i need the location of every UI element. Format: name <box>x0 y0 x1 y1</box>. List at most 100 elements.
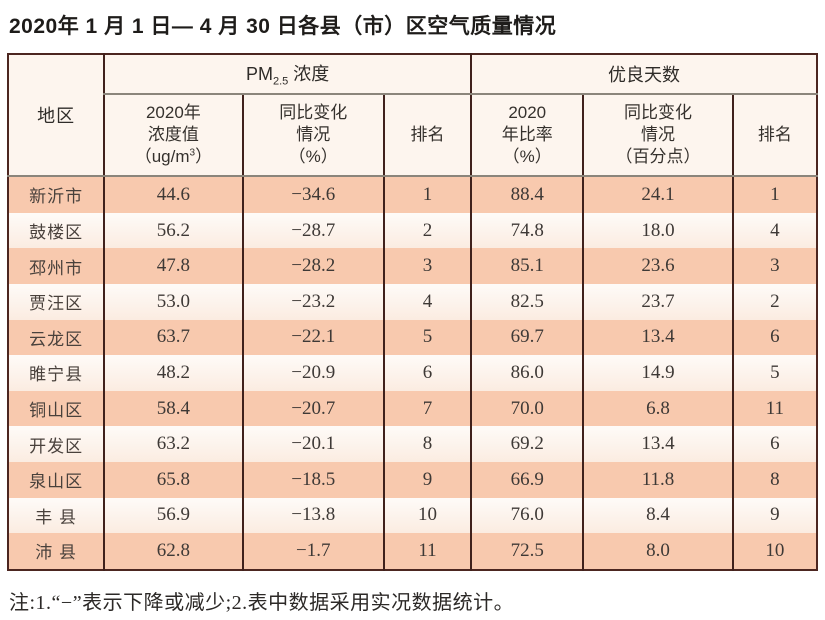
good-change-cell: 8.0 <box>582 533 733 570</box>
good-rank-cell: 3 <box>731 248 817 284</box>
pm-value-cell: 47.8 <box>103 248 243 284</box>
good-rank-cell: 11 <box>731 390 817 427</box>
good-change-cell: 13.4 <box>582 426 733 462</box>
pm-change-cell: −23.2 <box>241 283 384 320</box>
good-ratio-cell: 69.7 <box>470 319 584 356</box>
region-cell: 鼓楼区 <box>8 212 105 249</box>
region-cell: 邳州市 <box>8 248 105 284</box>
header-line: 年比率 <box>501 125 553 145</box>
pm-rank-cell: 7 <box>382 390 472 427</box>
header-line: 情况 <box>296 125 331 145</box>
header-pm-value: 2020年 浓度值 （ug/m3） <box>103 94 243 178</box>
header-good-rank: 排名 <box>731 94 817 178</box>
header-pm-rank: 排名 <box>382 94 472 178</box>
header-line: （%） <box>288 147 338 167</box>
header-pm-change: 同比变化 情况 （%） <box>241 94 384 178</box>
pm-value-cell: 63.2 <box>103 426 243 462</box>
header-line: 同比变化 <box>279 103 348 123</box>
pm-rank-cell: 5 <box>382 319 472 356</box>
region-cell: 沛 县 <box>8 533 105 570</box>
good-rank-cell: 8 <box>731 461 817 498</box>
sub-header-row: 2020年 浓度值 （ug/m3） 同比变化 情况 （%） 排名 2020 年比… <box>8 94 817 178</box>
good-change-cell: 18.0 <box>582 212 733 249</box>
group-header-row: 地区 PM2.5 浓度 优良天数 <box>8 54 817 178</box>
pm-change-cell: −28.7 <box>241 212 384 249</box>
header-line: （百分点） <box>615 147 701 167</box>
header-group-good-days: 优良天数 <box>470 54 817 96</box>
good-rank-cell: 4 <box>731 212 817 249</box>
pm-rank-cell: 11 <box>382 533 472 570</box>
region-cell: 睢宁县 <box>8 355 105 391</box>
pm-rank-cell: 2 <box>382 212 472 249</box>
region-cell: 丰 县 <box>8 497 105 534</box>
pm-value-cell: 44.6 <box>103 176 243 213</box>
header-line: 情况 <box>641 125 676 145</box>
good-change-cell: 14.9 <box>582 355 733 391</box>
header-line: （ug/m3） <box>106 146 241 168</box>
good-ratio-cell: 66.9 <box>470 461 584 498</box>
good-rank-cell: 6 <box>731 319 817 356</box>
good-change-cell: 11.8 <box>582 461 733 498</box>
pm-change-cell: −20.7 <box>241 390 384 427</box>
good-ratio-cell: 69.2 <box>470 426 584 462</box>
pm-value-cell: 58.4 <box>103 390 243 427</box>
pm-value-cell: 65.8 <box>103 461 243 498</box>
header-line: 同比变化 <box>624 103 693 123</box>
good-change-cell: 8.4 <box>582 497 733 534</box>
pm-change-cell: −20.9 <box>241 355 384 391</box>
table-row: 沛 县 62.8 −1.7 11 72.5 8.0 10 <box>8 533 817 570</box>
pm-change-cell: −34.6 <box>241 176 384 213</box>
table-row: 贾汪区 53.0 −23.2 4 82.5 23.7 2 <box>8 283 817 320</box>
good-change-cell: 24.1 <box>582 176 733 213</box>
header-line: 2020 <box>508 103 547 123</box>
table-row: 新沂市 44.6 −34.6 1 88.4 24.1 1 <box>8 176 817 213</box>
pm-rank-cell: 6 <box>382 355 472 391</box>
pm-label-prefix: PM <box>246 64 273 85</box>
pm-value-cell: 53.0 <box>103 283 243 320</box>
table-row: 睢宁县 48.2 −20.9 6 86.0 14.9 5 <box>8 355 817 391</box>
good-change-cell: 23.6 <box>582 248 733 284</box>
header-good-change: 同比变化 情况 （百分点） <box>582 94 733 178</box>
good-rank-cell: 2 <box>731 283 817 320</box>
pm-subscript: 2.5 <box>273 75 289 88</box>
good-ratio-cell: 85.1 <box>470 248 584 284</box>
good-ratio-cell: 70.0 <box>470 390 584 427</box>
good-ratio-cell: 86.0 <box>470 355 584 391</box>
region-cell: 开发区 <box>8 426 105 462</box>
good-rank-cell: 6 <box>731 426 817 462</box>
pm-rank-cell: 9 <box>382 461 472 498</box>
header-good-ratio: 2020 年比率 （%） <box>470 94 584 178</box>
table-row: 铜山区 58.4 −20.7 7 70.0 6.8 11 <box>8 390 817 427</box>
pm-change-cell: −28.2 <box>241 248 384 284</box>
good-ratio-cell: 72.5 <box>470 533 584 570</box>
pm-rank-cell: 10 <box>382 497 472 534</box>
pm-rank-cell: 1 <box>382 176 472 213</box>
region-cell: 新沂市 <box>8 176 105 213</box>
region-cell: 贾汪区 <box>8 283 105 320</box>
good-rank-cell: 5 <box>731 355 817 391</box>
table-row: 开发区 63.2 −20.1 8 69.2 13.4 6 <box>8 426 817 462</box>
header-line: 2020年 <box>145 103 201 123</box>
header-group-pm25: PM2.5 浓度 <box>103 54 472 96</box>
table-row: 邳州市 47.8 −28.2 3 85.1 23.6 3 <box>8 248 817 284</box>
region-cell: 铜山区 <box>8 390 105 427</box>
good-rank-cell: 1 <box>731 176 817 213</box>
good-rank-cell: 10 <box>731 533 817 570</box>
pm-value-cell: 63.7 <box>103 319 243 356</box>
good-ratio-cell: 88.4 <box>470 176 584 213</box>
pm-change-cell: −18.5 <box>241 461 384 498</box>
pm-rank-cell: 4 <box>382 283 472 320</box>
region-cell: 泉山区 <box>8 461 105 498</box>
pm-rank-cell: 3 <box>382 248 472 284</box>
header-line: 浓度值 <box>147 125 199 145</box>
good-change-cell: 23.7 <box>582 283 733 320</box>
good-ratio-cell: 74.8 <box>470 212 584 249</box>
air-quality-table: 地区 PM2.5 浓度 优良天数 2020年 浓度值 （ug/m3） 同比变化 … <box>7 53 818 571</box>
pm-label-suffix: 浓度 <box>288 64 330 85</box>
header-region: 地区 <box>8 54 105 178</box>
pm-value-cell: 56.2 <box>103 212 243 249</box>
table-row: 鼓楼区 56.2 −28.7 2 74.8 18.0 4 <box>8 212 817 249</box>
pm-change-cell: −22.1 <box>241 319 384 356</box>
table-row: 云龙区 63.7 −22.1 5 69.7 13.4 6 <box>8 319 817 356</box>
